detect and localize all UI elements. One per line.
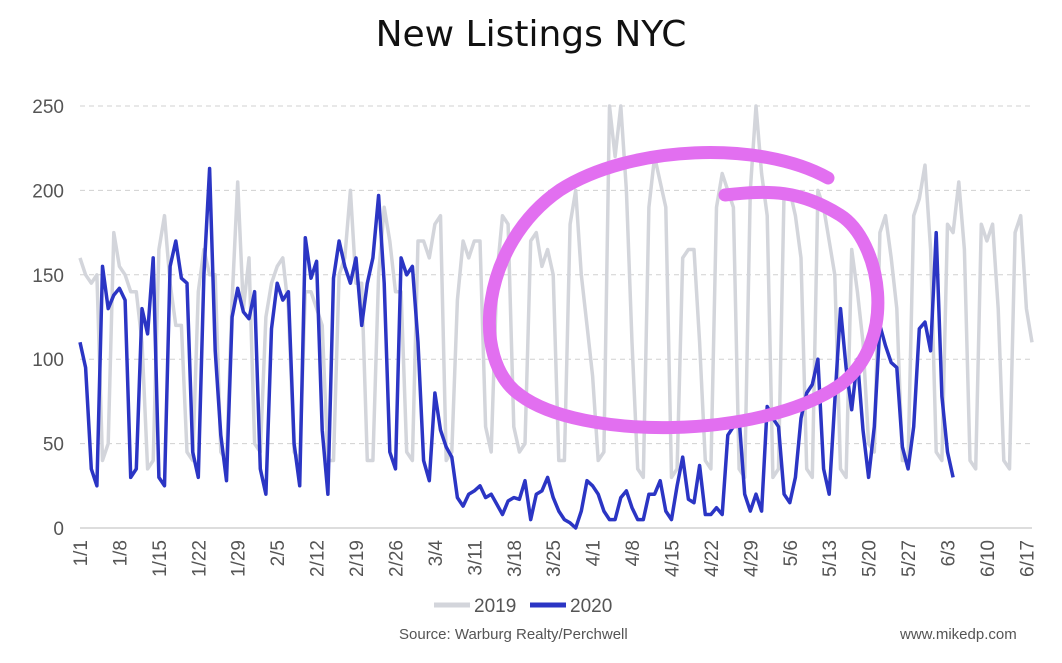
series-line-2019: [78, 104, 1034, 480]
x-tick-label: 1/22: [189, 540, 210, 577]
x-tick-label: 6/17: [1017, 540, 1038, 577]
x-tick-label: 2/12: [308, 540, 329, 577]
credit-note: www.mikedp.com: [900, 626, 1017, 643]
y-tick-label: 50: [43, 435, 64, 456]
x-tick-label: 3/4: [426, 540, 447, 567]
annotation-circle: [482, 146, 885, 435]
x-tick-label: 5/20: [860, 540, 881, 577]
series-lines: [78, 104, 1034, 530]
x-tick-label: 2/26: [386, 540, 407, 577]
x-tick-label: 1/15: [150, 540, 171, 577]
x-axis-ticks: 1/1 1/8 1/15 1/22 1/29 2/5 2/12 2/19 2/26 3/4 3/11…: [71, 540, 1038, 577]
y-tick-label: 200: [32, 181, 64, 202]
annotation-circle-stroke: [482, 146, 885, 435]
x-tick-label: 6/10: [978, 540, 999, 577]
x-tick-label: 5/27: [899, 540, 920, 577]
x-tick-label: 4/8: [623, 540, 644, 566]
x-tick-label: 3/18: [505, 540, 526, 577]
y-tick-label: 250: [32, 97, 64, 118]
x-tick-label: 3/25: [544, 540, 565, 577]
x-tick-label: 4/22: [702, 540, 723, 577]
x-tick-label: 1/1: [71, 540, 92, 566]
x-tick-label: 2/19: [347, 540, 368, 577]
legend: 2019 2020: [434, 596, 612, 617]
x-tick-label: 5/13: [820, 540, 841, 577]
x-tick-label: 3/11: [465, 540, 486, 576]
x-tick-label: 6/3: [939, 540, 960, 566]
x-tick-label: 1/8: [110, 540, 131, 566]
source-note: Source: Warburg Realty/Perchwell: [399, 626, 628, 643]
y-axis-ticks: 0 50 100 150 200 250: [32, 97, 64, 540]
legend-label-2020: 2020: [570, 596, 612, 617]
x-tick-label: 4/15: [662, 540, 683, 577]
y-tick-label: 0: [53, 519, 64, 540]
x-tick-label: 2/5: [268, 540, 289, 566]
x-tick-label: 4/1: [584, 540, 605, 566]
series-line-2020: [78, 166, 955, 530]
y-tick-label: 100: [32, 350, 64, 371]
x-tick-label: 4/29: [741, 540, 762, 577]
chart-title: New Listings NYC: [375, 14, 687, 55]
y-tick-label: 150: [32, 266, 64, 287]
legend-label-2019: 2019: [474, 596, 516, 617]
x-tick-label: 1/29: [229, 540, 250, 577]
x-tick-label: 5/6: [781, 540, 802, 566]
